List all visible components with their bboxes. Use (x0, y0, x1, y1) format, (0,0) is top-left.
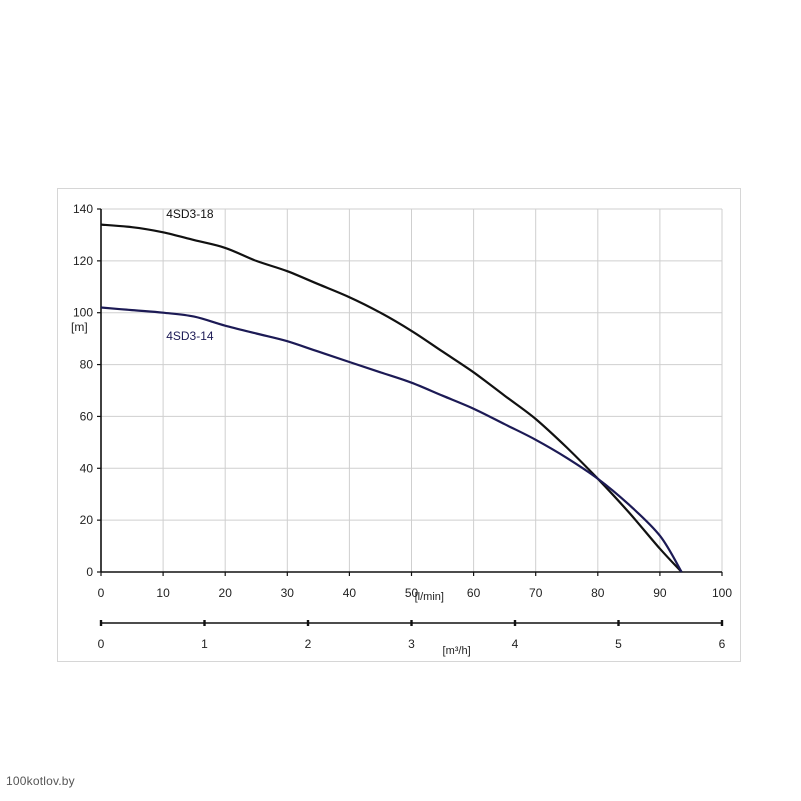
watermark: 100kotlov.by (6, 774, 75, 788)
y-tick-label-60: 60 (80, 409, 94, 423)
x2-axis-label: [m³/h] (443, 645, 471, 657)
y-tick-label-20: 20 (80, 513, 94, 527)
x2-tick-label-4: 4 (512, 637, 519, 651)
series-line-4sd3-14 (100, 306, 683, 573)
x-axis-label: [l/min] (415, 591, 444, 603)
x2-tick-label-5: 5 (615, 637, 622, 651)
y-tick-label-80: 80 (80, 358, 94, 372)
x-tick-label-70: 70 (529, 586, 543, 600)
chart-frame: 0 20 40 60 80 100 120 140 0 10 20 30 40 50 60 70 80 90 100… (57, 188, 741, 662)
y-tick-label-40: 40 (80, 461, 94, 475)
x-tick-label-0: 0 (98, 586, 105, 600)
x-tick-label-90: 90 (653, 586, 667, 600)
x-tick-label-50: 50 (405, 586, 419, 600)
x2-tick-label-2: 2 (305, 637, 312, 651)
x2-tick-label-0: 0 (98, 637, 105, 651)
y-tick-label-140: 140 (73, 202, 93, 216)
x2-tick-label-6: 6 (719, 637, 726, 651)
y-tick-label-120: 120 (73, 254, 93, 268)
x-tick-label-60: 60 (467, 586, 481, 600)
series-label-4sd3-14: 4SD3-14 (166, 329, 214, 343)
x-tick-label-40: 40 (343, 586, 357, 600)
series-label-4sd3-18: 4SD3-18 (166, 207, 214, 221)
y-axis-label: [m] (71, 320, 88, 334)
x2-tick-label-1: 1 (201, 637, 208, 651)
x-tick-label-10: 10 (156, 586, 170, 600)
y-tick-label-0: 0 (86, 565, 93, 579)
x-tick-label-20: 20 (219, 586, 233, 600)
x-tick-label-80: 80 (591, 586, 605, 600)
x-tick-label-30: 30 (281, 586, 295, 600)
x2-tick-label-3: 3 (408, 637, 415, 651)
y-tick-label-100: 100 (73, 306, 93, 320)
x-tick-label-100: 100 (712, 586, 732, 600)
